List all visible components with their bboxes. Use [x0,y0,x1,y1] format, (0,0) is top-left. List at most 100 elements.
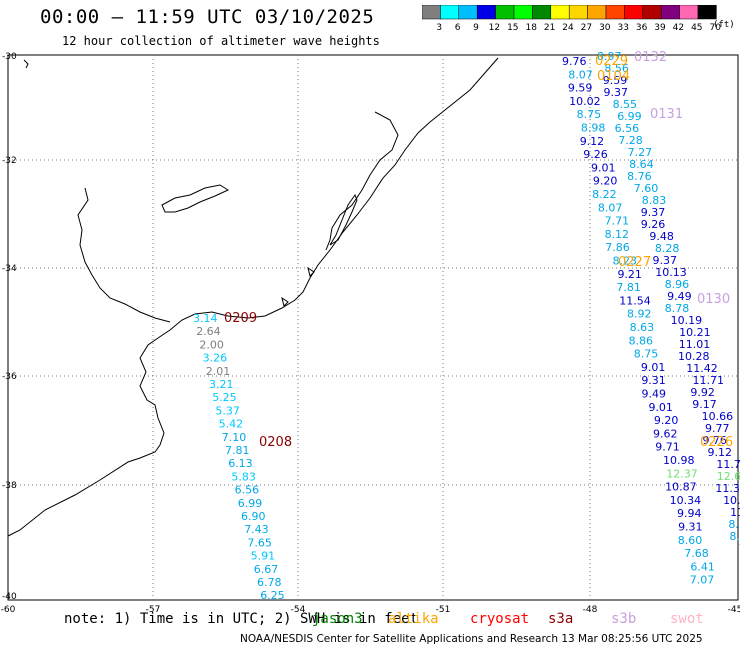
wave-height-value: 5.91 [251,550,276,563]
wave-height-value: 6.99 [617,110,642,123]
wave-height-value: 12.60 [717,470,740,483]
wave-height-value: 11.77 [716,458,740,471]
wave-height-value: 3.14 [193,312,218,325]
wave-height-value: 6.67 [254,563,278,576]
lat-tick-label: -40 [2,592,17,602]
wave-height-value: 12.37 [666,467,698,480]
wave-height-value: 8.92 [627,308,652,321]
wave-height-value: 9.01 [591,161,616,174]
wave-height-value: 7.60 [634,182,659,195]
page-title: 00:00 – 11:59 UTC 03/10/2025 [40,6,375,28]
wave-height-value: 11.54 [619,294,651,307]
wave-height-value: 6.90 [241,510,266,523]
wave-height-value: 9.21 [617,268,642,281]
wave-height-value: 3.26 [203,352,228,365]
wave-height-value: 10.13 [655,266,687,279]
wave-height-value: 5.37 [215,404,240,417]
pass-label: 0132 [634,50,667,65]
wave-height-value: 6.41 [690,560,715,573]
wave-height-value: 9.31 [678,521,703,534]
lat-tick-label: -34 [2,264,17,274]
note-text: note: 1) Time is in UTC; 2) SWH is in fe… [64,611,419,627]
color-scale-tick: 15 [507,23,518,33]
lon-tick-label: -57 [146,605,161,615]
lon-tick-label: -60 [1,605,16,615]
pass-label: 0227 [618,255,651,270]
wave-height-value: 9.01 [641,361,666,374]
wave-height-value: 9.49 [642,388,667,401]
lon-tick-label: -54 [291,605,306,615]
wave-height-value: 7.81 [616,281,641,294]
wave-height-value: 10.98 [663,454,695,467]
pass-label: 0208 [259,435,292,450]
lake-shape [161,184,230,213]
wave-height-value: 6.99 [238,497,262,510]
wave-height-value: 9.31 [641,374,666,387]
color-scale-tick: 12 [489,23,500,33]
wave-height-value: 7.07 [690,574,715,587]
wave-height-value: 11.24 [730,506,740,519]
wave-height-value: 7.86 [605,241,630,254]
wave-height-value: 9.20 [593,175,618,188]
wave-height-value: 8.60 [678,534,703,547]
wave-height-value: 10.19 [671,314,703,327]
color-scale-tick: 42 [673,23,684,33]
wave-height-value: 10.34 [670,494,702,507]
footer-credit: NOAA/NESDIS Center for Satellite Applica… [240,633,703,645]
wave-height-value: 8.07 [598,201,623,214]
color-scale-tick: 18 [525,23,537,33]
wave-height-value: 9.12 [580,135,605,148]
altimeter-tracks: 3.142.642.003.262.013.215.255.375.427.10… [193,50,740,602]
wave-height-value: 7.10 [222,431,247,444]
wave-height-value: 7.43 [244,523,269,536]
lon-tick-label: -45 [728,605,740,615]
wave-height-value: 9.76 [702,434,727,447]
wave-height-value: 9.37 [603,86,628,99]
wave-height-value: 9.49 [667,290,692,303]
wave-height-value: 10.87 [665,481,697,494]
wave-height-value: 2.01 [206,365,231,378]
pass-label: 0104 [597,69,630,84]
color-scale-tick: 24 [562,23,574,33]
wave-height-value: 9.20 [654,414,679,427]
coastline [7,57,499,537]
wave-height-value: 5.83 [231,470,256,483]
wave-height-value: 9.59 [603,74,628,87]
wave-height-value: 7.81 [225,444,250,457]
wave-height-value: 9.77 [705,422,730,435]
wave-height-value: 2.00 [199,338,224,351]
lagoon-mirim [329,193,358,246]
wave-height-value: 7.4 [739,542,740,555]
wave-height-value: 8.12 [605,228,630,241]
wave-height-value: 8.75 [634,348,659,361]
wave-height-value: 8.75 [577,108,602,121]
grid-lines [8,55,738,600]
wave-height-value: 10.21 [679,326,711,339]
lat-tick-label: -30 [2,52,17,62]
wave-height-value: 10.02 [569,95,601,108]
pass-label: 0209 [224,311,257,326]
coast-islet [281,296,289,307]
wave-height-value: 3.21 [209,378,234,391]
pass-label: 0131 [650,107,683,122]
wave-height-value: 9.01 [648,401,673,414]
color-scale-tick: 3 [436,23,442,33]
wave-height-value: 9.12 [707,446,732,459]
wave-height-value: 11.01 [679,338,711,351]
wave-height-value: 6.13 [228,457,253,470]
satellite-legend-swot: swot [670,611,704,627]
wave-height-value: 9.71 [655,441,680,454]
wave-height-value: 11.33 [715,482,740,495]
wave-height-value: 9.59 [568,82,593,95]
wave-height-value: 7.71 [605,215,630,228]
map-frame [7,54,739,601]
color-scale-tick: 39 [654,23,666,33]
pass-label: 0226 [700,435,733,450]
wave-height-value: 7.68 [684,547,709,560]
wave-height-value: 8.22 [592,188,617,201]
color-scale-tick: 36 [636,23,648,33]
coast-islet [307,266,315,277]
color-scale-unit: (ft) [713,20,735,30]
wave-height-value: 8.98 [581,122,606,135]
